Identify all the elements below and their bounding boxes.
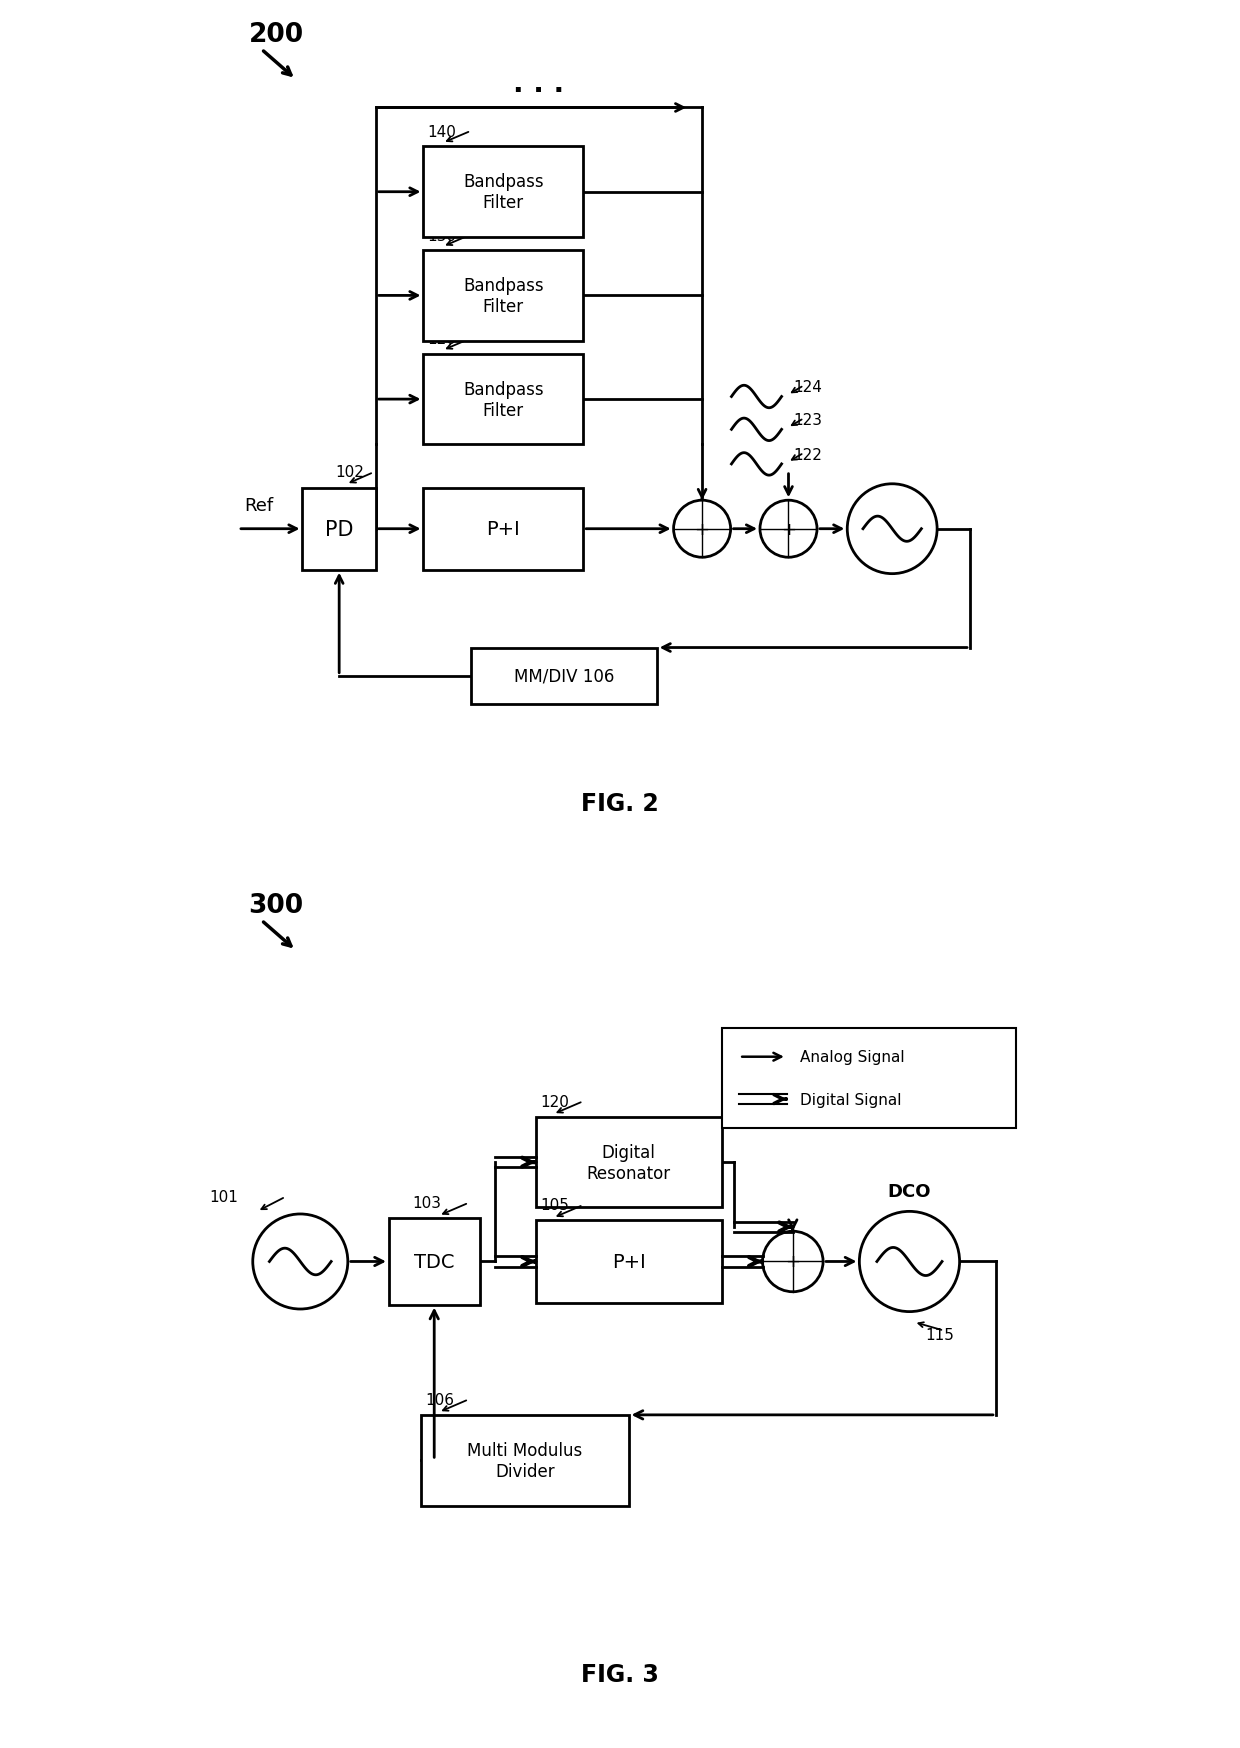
Bar: [423, 252, 583, 341]
Text: 140: 140: [428, 124, 456, 140]
Text: FIG. 2: FIG. 2: [582, 792, 658, 815]
Text: Analog Signal: Analog Signal: [800, 1049, 904, 1065]
Text: Digital Signal: Digital Signal: [800, 1092, 901, 1106]
Text: 130: 130: [428, 229, 456, 243]
Bar: [536, 1220, 722, 1302]
Text: 200: 200: [248, 21, 304, 47]
Text: Bandpass
Filter: Bandpass Filter: [463, 381, 543, 420]
Text: 122: 122: [792, 447, 822, 463]
Text: Ref: Ref: [244, 496, 273, 514]
Text: 105: 105: [541, 1197, 569, 1213]
Bar: [423, 488, 583, 570]
Text: FIG. 3: FIG. 3: [582, 1662, 658, 1685]
Text: Digital
Resonator: Digital Resonator: [587, 1143, 671, 1182]
Text: Bandpass
Filter: Bandpass Filter: [463, 276, 543, 316]
Text: Bandpass
Filter: Bandpass Filter: [463, 173, 543, 212]
Text: +: +: [785, 1253, 800, 1271]
Bar: [303, 488, 376, 570]
Bar: [423, 355, 583, 446]
Text: MM/DIV 106: MM/DIV 106: [513, 668, 614, 685]
Text: 123: 123: [792, 413, 822, 428]
Text: +: +: [781, 521, 796, 538]
Text: 106: 106: [425, 1391, 455, 1407]
Bar: [389, 1218, 480, 1306]
Text: Multi Modulus
Divider: Multi Modulus Divider: [467, 1440, 583, 1481]
Text: 120: 120: [428, 332, 456, 348]
Text: 102: 102: [335, 465, 363, 481]
Bar: [423, 147, 583, 238]
Text: DCO: DCO: [888, 1182, 931, 1201]
Text: PD: PD: [325, 519, 353, 540]
Text: P+I: P+I: [486, 519, 521, 538]
Text: . . .: . . .: [513, 70, 564, 98]
Text: 115: 115: [925, 1327, 954, 1342]
Text: +: +: [694, 521, 709, 538]
Text: TDC: TDC: [414, 1252, 455, 1271]
Text: 101: 101: [210, 1189, 238, 1204]
Text: 103: 103: [413, 1196, 441, 1210]
Bar: [536, 1117, 722, 1208]
Bar: [471, 649, 657, 704]
Text: 120: 120: [541, 1094, 569, 1108]
Text: P+I: P+I: [611, 1252, 646, 1271]
Bar: [722, 1028, 1016, 1127]
Text: 300: 300: [248, 891, 304, 918]
Text: 124: 124: [792, 379, 822, 395]
Bar: [422, 1416, 629, 1505]
